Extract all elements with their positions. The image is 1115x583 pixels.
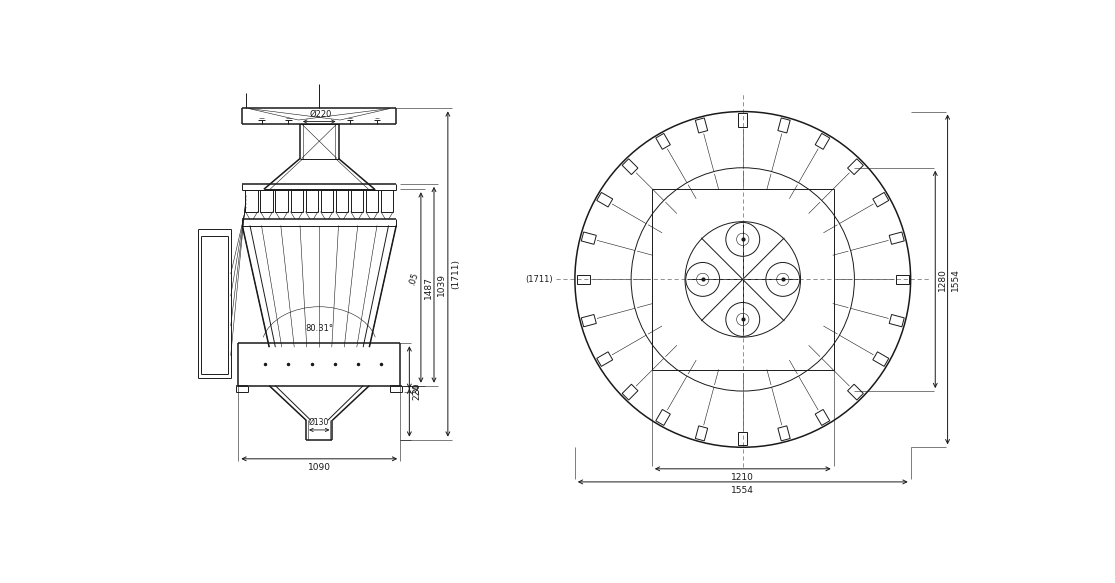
Bar	[597, 352, 613, 366]
Bar	[656, 134, 670, 149]
Bar	[576, 275, 590, 284]
Text: 1280: 1280	[939, 268, 948, 291]
Text: 1554: 1554	[951, 268, 960, 291]
Bar	[652, 188, 834, 370]
Text: 1487: 1487	[424, 276, 433, 299]
Bar	[778, 426, 791, 441]
Bar	[622, 384, 638, 400]
Text: Ø220: Ø220	[310, 110, 332, 120]
Text: 1210: 1210	[731, 473, 754, 482]
Bar	[895, 275, 909, 284]
Bar	[696, 118, 708, 133]
Bar	[597, 192, 613, 207]
Text: 1039: 1039	[437, 273, 446, 296]
Bar	[656, 409, 670, 426]
Text: 30: 30	[413, 383, 421, 395]
Bar	[738, 432, 747, 445]
Text: 80.31°: 80.31°	[306, 324, 333, 333]
Bar	[873, 352, 889, 366]
Bar	[581, 314, 597, 327]
Text: 1090: 1090	[308, 463, 331, 472]
Bar	[847, 384, 863, 400]
Text: 224: 224	[413, 383, 421, 400]
Bar	[873, 192, 889, 207]
Bar	[889, 232, 904, 244]
Bar	[847, 159, 863, 174]
Bar	[889, 314, 904, 327]
Bar	[696, 426, 708, 441]
Bar	[622, 159, 638, 174]
Text: .05: .05	[407, 271, 419, 286]
Text: (1711): (1711)	[450, 259, 459, 289]
Text: 1554: 1554	[731, 486, 754, 495]
Text: (1711): (1711)	[525, 275, 553, 284]
Bar	[815, 409, 830, 426]
Bar	[581, 232, 597, 244]
Bar	[738, 114, 747, 127]
Text: Ø130: Ø130	[309, 418, 329, 427]
Bar	[778, 118, 791, 133]
Bar	[815, 134, 830, 149]
